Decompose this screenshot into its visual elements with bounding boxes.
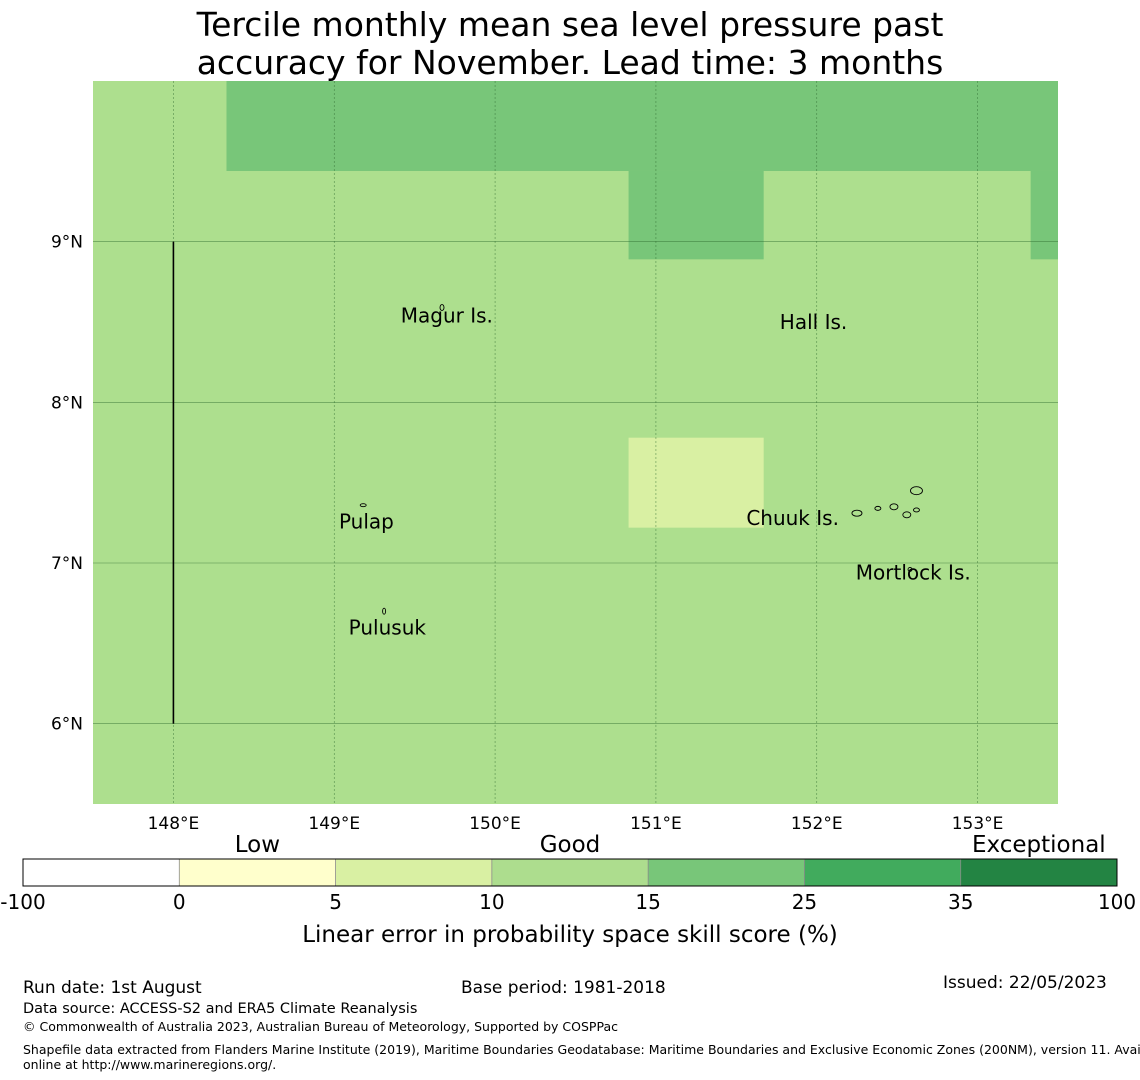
longitude-tick-label: 152°E (791, 814, 843, 834)
island-outline (382, 607, 387, 615)
island-outline (907, 566, 913, 572)
colorbar-tick-label: 0 (173, 890, 186, 914)
island-outline (902, 511, 912, 519)
island-outline (913, 507, 920, 513)
colorbar-legend: -100 0 5 10 15 25 35 100 Low Good Exceptional Linea… (0, 832, 1136, 948)
place-label: Mortlock Is. (856, 561, 971, 585)
colorbar-tick-label: 5 (329, 890, 342, 914)
skill-cell (628, 170, 764, 260)
colorbar-bin (179, 859, 336, 886)
colorbar-frame (22, 858, 1118, 887)
colorbar-tick-label: 100 (1098, 890, 1136, 914)
island-outline (439, 304, 445, 311)
colorbar-tick-label: 35 (948, 890, 973, 914)
data-source: Data source: ACCESS-S2 and ERA5 Climate … (23, 1001, 418, 1017)
longitude-tick-label: 153°E (952, 814, 1004, 834)
title-line-2: accuracy for November. Lead time: 3 mont… (196, 43, 944, 82)
longitude-tick-label: 149°E (308, 814, 360, 834)
colorbar-tick-label: 10 (479, 890, 504, 914)
map-title: Tercile monthly mean sea level pressure … (0, 6, 1140, 82)
island-outline (874, 505, 882, 511)
island-outline (910, 486, 923, 496)
colorbar-axis-label: Linear error in probability space skill … (302, 922, 838, 948)
map-background (93, 81, 1058, 804)
shapefile-credit-line-2: online at http://www.marineregions.org/. (23, 1057, 277, 1072)
latitude-tick-label: 9°N (51, 233, 83, 253)
island-outline (851, 509, 863, 517)
place-label: Magur Is. (401, 304, 493, 328)
longitude-tick-label: 148°E (148, 814, 200, 834)
longitude-tick-label: 150°E (469, 814, 521, 834)
base-period: Base period: 1981-2018 (461, 978, 666, 998)
skill-cell (1030, 170, 1058, 260)
map-panel: Magur Is. Hall Is. Pulap Chuuk Is. Mortlock … (51, 81, 1058, 834)
copyright-notice: © Commonwealth of Australia 2023, Austra… (23, 1019, 618, 1034)
colorbar-bin (648, 859, 805, 886)
colorbar-bin (23, 859, 180, 886)
colorbar-tick-label: 15 (635, 890, 660, 914)
place-label: Hall Is. (780, 310, 847, 334)
colorbar-bin (960, 859, 1117, 886)
skill-map-figure: Magur Is. Hall Is. Pulap Chuuk Is. Mortlock … (0, 81, 1136, 948)
longitude-tick-label: 151°E (630, 814, 682, 834)
run-date: Run date: 1st August (23, 978, 202, 998)
latitude-tick-label: 6°N (51, 715, 83, 735)
place-label: Pulap (339, 509, 394, 533)
skill-cell (226, 81, 1058, 171)
place-label: Pulusuk (349, 615, 427, 639)
colorbar-bin (335, 859, 492, 886)
island-outline (889, 503, 899, 511)
colorbar-bin (491, 859, 649, 886)
colorbar-tick-label: -100 (0, 890, 45, 914)
colorbar-category-label: Low (235, 832, 280, 858)
issued-date: Issued: 22/05/2023 (943, 973, 1107, 993)
skill-cell (628, 437, 764, 528)
place-label: Chuuk Is. (746, 506, 839, 530)
island-outline (359, 503, 367, 508)
colorbar-category-label: Exceptional (972, 832, 1106, 858)
colorbar-tick-label: 25 (792, 890, 817, 914)
latitude-tick-label: 8°N (51, 393, 83, 413)
title-line-1: Tercile monthly mean sea level pressure … (196, 5, 944, 44)
colorbar-bin (804, 859, 961, 886)
shapefile-credit-line-1: Shapefile data extracted from Flanders M… (23, 1042, 1140, 1057)
latitude-tick-label: 7°N (51, 554, 83, 574)
colorbar-category-label: Good (540, 832, 601, 858)
